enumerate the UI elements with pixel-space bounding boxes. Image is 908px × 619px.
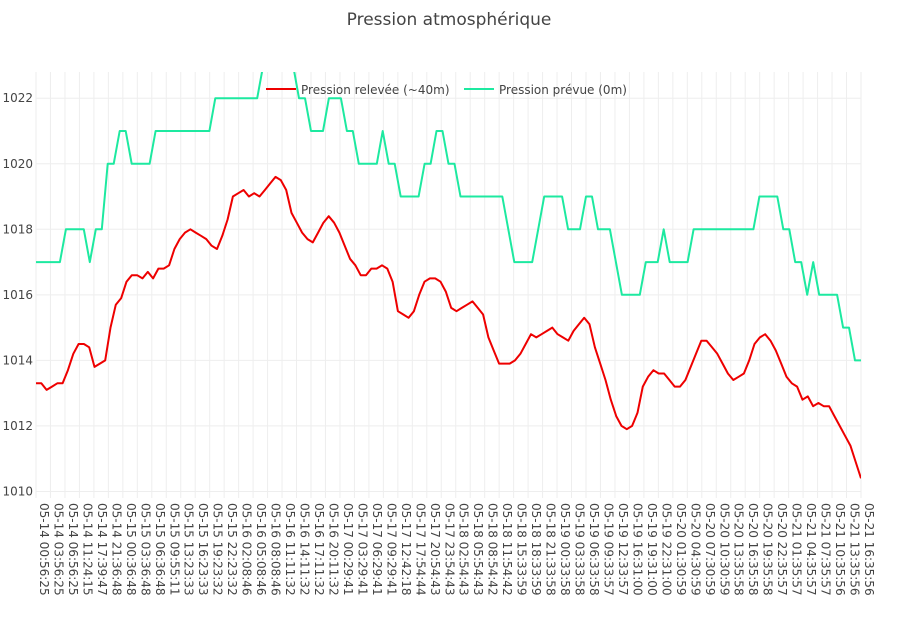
x-tick-label: 05-17 09:29:41 [384, 503, 398, 596]
y-tick-label: 1016 [2, 288, 33, 302]
x-tick-label: 05-21 04:35:57 [804, 503, 818, 596]
x-tick-label: 05-19 19:31:00 [645, 503, 659, 596]
x-tick-label: 05-16 14:11:32 [298, 503, 312, 596]
x-tick-label: 05-20 04:30:59 [688, 503, 702, 596]
grid [35, 72, 862, 498]
legend[interactable]: Pression relevée (~40m) Pression prévue … [266, 83, 627, 97]
legend-label-series-0[interactable]: Pression relevée (~40m) [301, 83, 450, 97]
x-tick-label: 05-17 20:54:43 [428, 503, 442, 596]
x-tick-label: 05-14 21:36:48 [109, 503, 123, 596]
legend-label-series-1[interactable]: Pression prévue (0m) [499, 83, 627, 97]
x-tick-label: 05-15 03:36:48 [138, 503, 152, 596]
x-tick-label: 05-20 16:35:58 [746, 503, 760, 596]
chart-title: Pression atmosphérique [347, 10, 552, 30]
x-tick-label: 05-14 17:39:47 [95, 503, 109, 596]
x-tick-label: 05-14 11:24:15 [80, 503, 94, 596]
x-tick-label: 05-17 12:42:18 [399, 503, 413, 596]
x-tick-label: 05-21 16:35:56 [862, 503, 876, 596]
x-tick-label: 05-20 07:30:59 [703, 503, 717, 596]
x-tick-label: 05-21 10:35:56 [833, 503, 847, 596]
x-tick-label: 05-17 00:29:41 [341, 503, 355, 596]
x-tick-label: 05-14 03:56:25 [51, 503, 65, 596]
x-tick-label: 05-17 03:29:41 [355, 503, 369, 596]
x-tick-label: 05-16 20:11:32 [326, 503, 340, 596]
x-tick-label: 05-15 00:36:48 [124, 503, 138, 596]
x-tick-label: 05-18 08:54:42 [486, 503, 500, 596]
x-tick-label: 05-18 05:54:43 [471, 503, 485, 596]
x-tick-label: 05-18 15:33:59 [515, 503, 529, 596]
x-tick-label: 05-15 19:23:32 [211, 503, 225, 596]
x-tick-label: 05-17 23:54:43 [442, 503, 456, 596]
x-tick-label: 05-19 03:33:58 [573, 503, 587, 596]
x-tick-label: 05-21 13:35:56 [848, 503, 862, 596]
x-tick-label: 05-16 11:11:32 [283, 503, 297, 596]
x-tick-label: 05-21 07:35:57 [819, 503, 833, 596]
x-tick-label: 05-16 05:08:46 [254, 503, 268, 596]
x-tick-label: 05-15 09:55:11 [167, 503, 181, 596]
x-tick-label: 05-15 16:23:33 [196, 503, 210, 596]
x-tick-label: 05-21 01:35:57 [790, 503, 804, 596]
x-tick-label: 05-20 19:35:58 [761, 503, 775, 596]
x-tick-label: 05-20 13:35:58 [732, 503, 746, 596]
x-tick-label: 05-19 09:33:57 [601, 503, 615, 596]
x-tick-label: 05-19 16:31:00 [630, 503, 644, 596]
series-line-1[interactable] [36, 65, 861, 362]
x-tick-label: 05-17 17:54:44 [413, 503, 427, 596]
x-tick-label: 05-18 21:33:58 [544, 503, 558, 596]
x-tick-label: 05-19 06:33:58 [587, 503, 601, 596]
y-tick-label: 1012 [2, 419, 33, 433]
x-tick-label: 05-14 00:56:25 [37, 503, 51, 596]
x-tick-label: 05-16 17:11:32 [312, 503, 326, 596]
x-axis: 05-14 00:56:25 05-14 03:56:25 05-14 06:56:… [37, 503, 876, 596]
y-axis: 1010 1012 1014 1016 1018 1020 1022 [2, 91, 33, 498]
x-tick-label: 05-19 00:33:58 [558, 503, 572, 596]
x-tick-label: 05-15 22:23:32 [225, 503, 239, 596]
y-tick-label: 1020 [2, 157, 33, 171]
x-tick-label: 05-14 06:56:25 [66, 503, 80, 596]
series-line-0[interactable] [36, 175, 861, 479]
x-tick-label: 05-19 22:31:00 [659, 503, 673, 596]
y-tick-label: 1010 [2, 484, 33, 498]
x-tick-label: 05-20 01:30:59 [674, 503, 688, 596]
x-tick-label: 05-20 10:30:59 [717, 503, 731, 596]
x-tick-label: 05-18 02:54:43 [457, 503, 471, 596]
x-tick-label: 05-17 06:29:41 [370, 503, 384, 596]
x-tick-label: 05-18 18:33:59 [529, 503, 543, 596]
x-tick-label: 05-19 12:33:57 [616, 503, 630, 596]
x-tick-label: 05-20 22:35:57 [775, 503, 789, 596]
x-tick-label: 05-15 13:23:33 [182, 503, 196, 596]
x-tick-label: 05-15 06:36:48 [153, 503, 167, 596]
x-tick-label: 05-16 08:08:46 [269, 503, 283, 596]
x-tick-label: 05-16 02:08:46 [240, 503, 254, 596]
y-tick-label: 1022 [2, 91, 33, 105]
x-tick-label: 05-18 11:54:42 [500, 503, 514, 596]
y-tick-label: 1014 [2, 353, 33, 367]
plot-area [36, 65, 861, 479]
y-tick-label: 1018 [2, 222, 33, 236]
